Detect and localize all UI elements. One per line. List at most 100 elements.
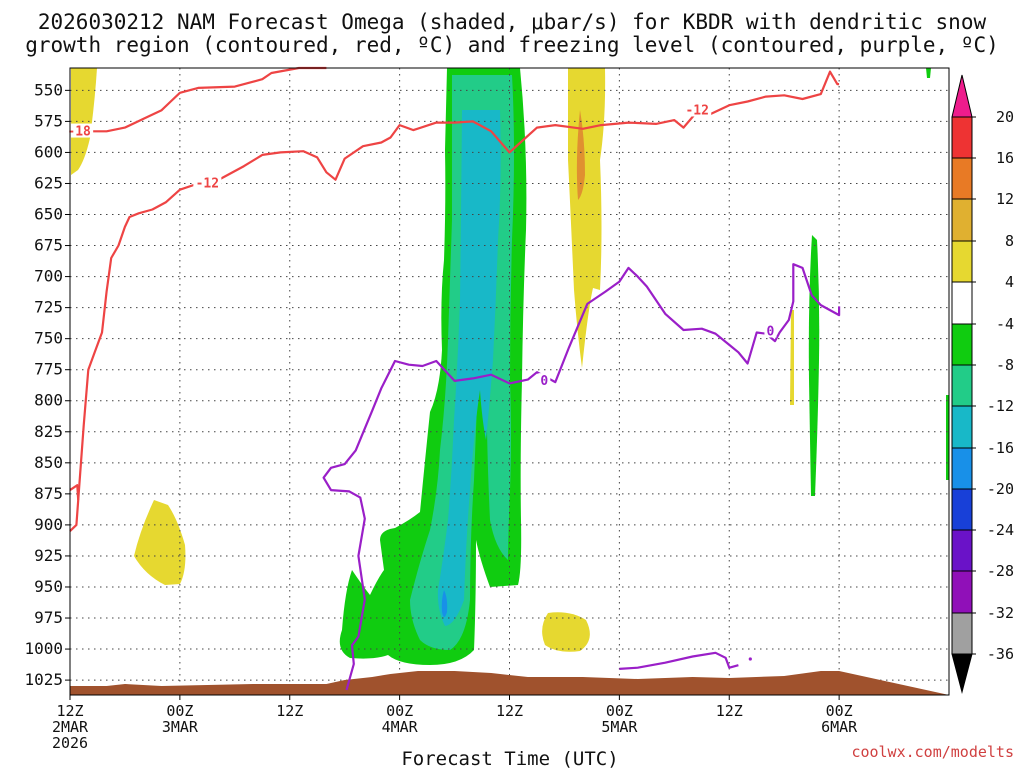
y-tick-label: 975	[34, 608, 63, 627]
terrain-layer	[70, 671, 949, 695]
y-tick-label: 825	[34, 422, 63, 441]
omega-region	[71, 68, 97, 175]
colorbar-segment	[951, 157, 973, 200]
y-tick-label: 925	[34, 546, 63, 565]
omega-region	[441, 590, 448, 617]
colorbar-label: 4	[1005, 273, 1014, 291]
x-tick-label: 5MAR	[601, 718, 638, 736]
x-tick-label: 00Z	[386, 702, 413, 720]
red-contour-line	[69, 484, 80, 501]
purple-contour-dot	[748, 657, 752, 661]
colorbar-label: 12	[996, 190, 1014, 208]
x-tick-label: 2MAR	[52, 718, 89, 736]
colorbar-segment	[951, 281, 973, 325]
x-tick-label: 2026	[52, 734, 88, 752]
omega-region	[946, 395, 949, 480]
colorbar-segment	[951, 488, 973, 531]
colorbar-label: -4	[996, 315, 1014, 333]
colorbar-segment	[951, 323, 973, 366]
colorbar-segment	[951, 240, 973, 283]
contour-label: -12	[196, 177, 219, 192]
y-tick-label: 550	[34, 80, 63, 99]
colorbar-segment	[951, 198, 973, 242]
omega-shading	[71, 68, 949, 665]
x-tick-label: 00Z	[166, 702, 193, 720]
colorbar: 20 16 12 8 4 -4 -8 -12 -16 -20 -24 -28 -32 -36	[951, 74, 1014, 694]
grid	[70, 68, 949, 695]
contour-label-bg	[764, 323, 777, 338]
y-tick-label: 625	[34, 173, 63, 192]
x-tick-label: 3MAR	[162, 718, 199, 736]
omega-region	[568, 68, 606, 368]
red-contour-line	[69, 66, 327, 133]
omega-region	[576, 110, 585, 200]
colorbar-segment	[951, 570, 973, 614]
colorbar-label: 8	[1005, 232, 1014, 250]
omega-region	[926, 68, 931, 78]
contour-label: 0	[767, 324, 775, 339]
credit-text: coolwx.com/modelts	[851, 743, 1014, 761]
purple-contour-line	[619, 651, 739, 670]
contour-label: -18	[67, 125, 91, 140]
chart-title-line2: growth region (contoured, red, ºC) and f…	[25, 33, 999, 57]
x-tick-label: 00Z	[826, 702, 853, 720]
colorbar-segment	[951, 364, 973, 407]
omega-region	[134, 500, 186, 585]
colorbar-segment	[951, 612, 973, 655]
colorbar-label: -16	[987, 439, 1014, 457]
x-axis-label: Forecast Time (UTC)	[401, 748, 618, 768]
y-tick-label: 750	[34, 329, 63, 348]
x-tick-label: 6MAR	[821, 718, 858, 736]
y-tick-label: 800	[34, 391, 63, 410]
colorbar-label: 20	[996, 108, 1014, 126]
contour-label-layer: -18 -12 -12 0 0	[65, 102, 777, 389]
colorbar-segment	[951, 405, 973, 449]
y-tick-label: 650	[34, 205, 63, 224]
colorbar-segment	[951, 529, 973, 572]
y-tick-label: 900	[34, 515, 63, 534]
y-tick-label: 575	[34, 111, 63, 130]
x-tick-label: 12Z	[276, 702, 303, 720]
y-tick-label: 850	[34, 453, 63, 472]
y-tick-label: 775	[34, 360, 63, 379]
colorbar-label: -8	[996, 356, 1014, 374]
colorbar-segment	[951, 116, 973, 159]
y-tick-label: 1025	[24, 670, 63, 689]
y-tick-label: 1000	[24, 639, 63, 658]
y-tick-label: 675	[34, 236, 63, 255]
y-axis: 550 575 600 625 650 675 700 725 750 775 800 825 850 8…	[24, 80, 70, 689]
x-tick-label: 12Z	[56, 702, 83, 720]
y-tick-label: 725	[34, 298, 63, 317]
omega-region	[542, 612, 590, 652]
y-tick-label: 700	[34, 267, 63, 286]
x-tick-label: 12Z	[496, 702, 523, 720]
omega-region	[790, 310, 794, 405]
y-tick-label: 950	[34, 577, 63, 596]
colorbar-label: -36	[987, 645, 1014, 663]
colorbar-segment	[951, 447, 973, 490]
contour-label-bg	[65, 123, 94, 138]
colorbar-label: -28	[987, 562, 1014, 580]
omega-region	[437, 110, 501, 626]
contour-label-bg	[538, 373, 551, 388]
y-tick-label: 875	[34, 484, 63, 503]
x-tick-label: 4MAR	[382, 718, 419, 736]
colorbar-arrow-top	[951, 74, 973, 118]
colorbar-label: -32	[987, 604, 1014, 622]
colorbar-label: -20	[987, 480, 1014, 498]
omega-region	[808, 235, 820, 496]
x-tick-label: 12Z	[716, 702, 743, 720]
colorbar-arrow-bottom	[951, 653, 973, 694]
contour-label: -12	[685, 103, 708, 118]
colorbar-label: 16	[996, 149, 1014, 167]
y-tick-label: 600	[34, 142, 63, 161]
contour-label-bg	[193, 175, 222, 190]
x-tick-label: 00Z	[606, 702, 633, 720]
colorbar-label: -12	[987, 397, 1014, 415]
colorbar-label: -24	[987, 521, 1014, 539]
contour-label-bg	[683, 102, 712, 117]
chart-title-line1: 2026030212 NAM Forecast Omega (shaded, μ…	[38, 10, 987, 34]
terrain-band	[70, 671, 949, 695]
